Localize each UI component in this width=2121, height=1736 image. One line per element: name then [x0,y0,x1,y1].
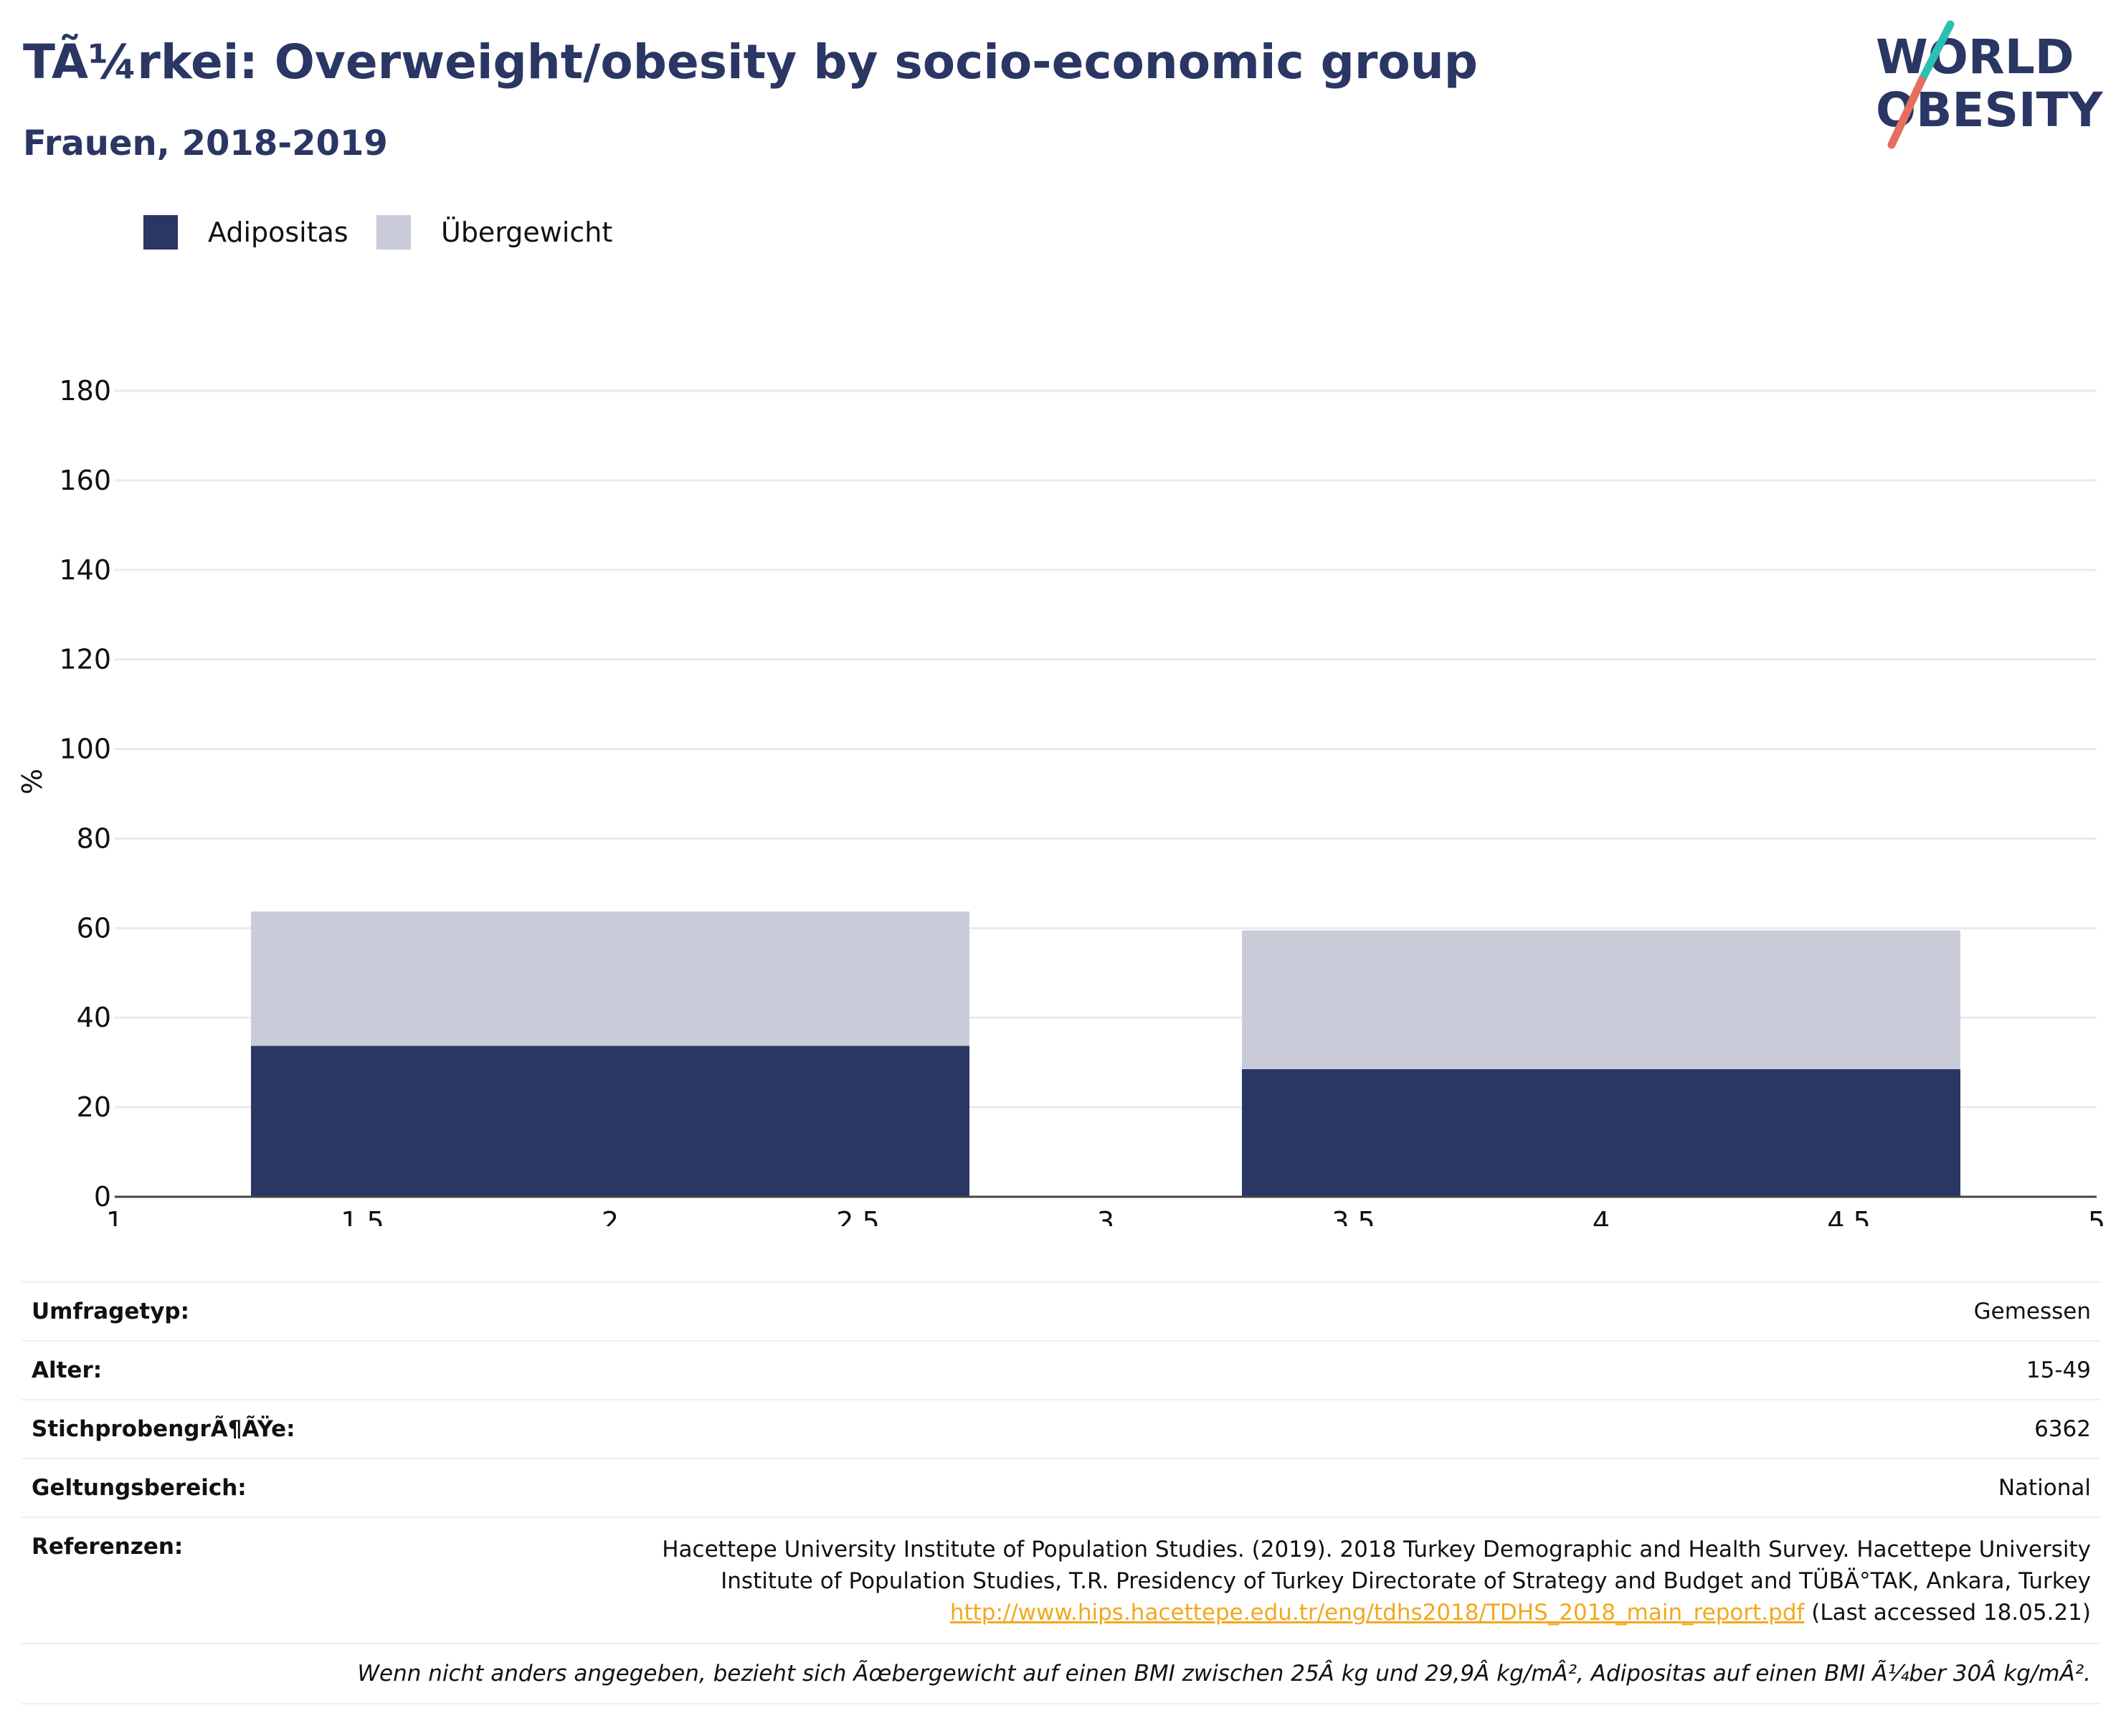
sample-size-value: 6362 [2034,1416,2091,1442]
y-tick-labels: 0 20 40 60 80 100 120 140 160 180 [59,375,111,1213]
chart-title: TÃ¼rkei: Overweight/obesity by socio-eco… [23,34,1478,90]
bmi-note: Wenn nicht anders angegeben, bezieht sic… [357,1661,2091,1687]
logo-slash-teal [1917,20,1955,85]
y-tick-label: 0 [94,1181,111,1213]
info-row-sample-size: StichprobengrÃ¶ÃŸe: 6362 [22,1399,2101,1458]
y-tick-label: 80 [77,822,111,854]
references-value: Hacettepe University Institute of Popula… [662,1534,2091,1628]
chart-subtitle: Frauen, 2018-2019 [23,123,388,163]
x-tick-label: 3 [1097,1206,1114,1226]
x-tick-label: 4.5 [1827,1206,1870,1226]
references-link[interactable]: http://www.hips.hacettepe.edu.tr/eng/tdh… [949,1600,1805,1626]
bar-uebergewicht [1242,930,1960,1070]
x-tick-label: 3.5 [1332,1206,1375,1226]
legend-label: Adipositas [208,217,348,248]
y-tick-label: 60 [77,912,111,944]
y-tick-label: 160 [59,465,111,496]
age-label: Alter: [32,1357,103,1383]
y-tick-label: 100 [59,734,111,765]
x-tick-label: 5 [2088,1206,2105,1226]
age-value: 15-49 [2026,1357,2091,1383]
bar-adipositas [251,1045,969,1197]
x-tick-label: 2 [602,1206,619,1226]
scope-value: National [1998,1475,2091,1501]
legend-swatch [376,215,411,250]
logo-slash-coral [1887,76,1926,149]
x-tick-label: 1.5 [341,1206,384,1226]
references-accessed: (Last accessed 18.05.21) [1804,1600,2091,1626]
logo-text-world: WORLD [1876,29,2074,85]
world-obesity-logo: WORLD OBESITY [1876,20,2104,149]
y-tick-label: 180 [59,375,111,407]
legend-swatch [143,215,178,250]
info-row-references: Referenzen: Hacettepe University Institu… [22,1517,2101,1643]
bar-adipositas [1242,1069,1960,1197]
y-tick-label: 140 [59,554,111,586]
y-axis-label: % [16,769,48,795]
references-line-3: http://www.hips.hacettepe.edu.tr/eng/tdh… [662,1597,2091,1628]
info-row-survey-type: Umfragetyp: Gemessen [22,1281,2101,1340]
references-line-1: Hacettepe University Institute of Popula… [662,1537,2091,1562]
y-tick-label: 120 [59,644,111,675]
info-row-age: Alter: 15-49 [22,1340,2101,1399]
survey-type-label: Umfragetyp: [32,1299,189,1324]
stacked-bar-chart: Adipositas Übergewicht 020406080100120140… [16,215,2105,1226]
info-row-note: Wenn nicht anders angegeben, bezieht sic… [22,1643,2101,1704]
chart-legend: Adipositas Übergewicht [143,215,612,250]
scope-label: Geltungsbereich: [32,1475,247,1501]
x-tick-label: 4 [1593,1206,1610,1226]
sample-size-label: StichprobengrÃ¶ÃŸe: [32,1416,295,1442]
y-tick-label: 40 [77,1002,111,1033]
x-tick-labels: 1 1.5 2 2.5 3 3.5 4 4.5 5 [106,1206,2105,1226]
x-tick-label: 1 [106,1206,123,1226]
metadata-table: Umfragetyp: Gemessen Alter: 15-49 Stichp… [22,1281,2101,1704]
bars [251,911,1960,1197]
legend-label: Übergewicht [441,217,612,248]
references-line-2: Institute of Population Studies, T.R. Pr… [721,1568,2091,1594]
y-tick-label: 20 [77,1091,111,1123]
survey-type-value: Gemessen [1973,1299,2091,1324]
info-row-scope: Geltungsbereich: National [22,1458,2101,1517]
bar-uebergewicht [251,911,969,1046]
x-tick-label: 2.5 [836,1206,879,1226]
references-label: Referenzen: [32,1534,184,1560]
